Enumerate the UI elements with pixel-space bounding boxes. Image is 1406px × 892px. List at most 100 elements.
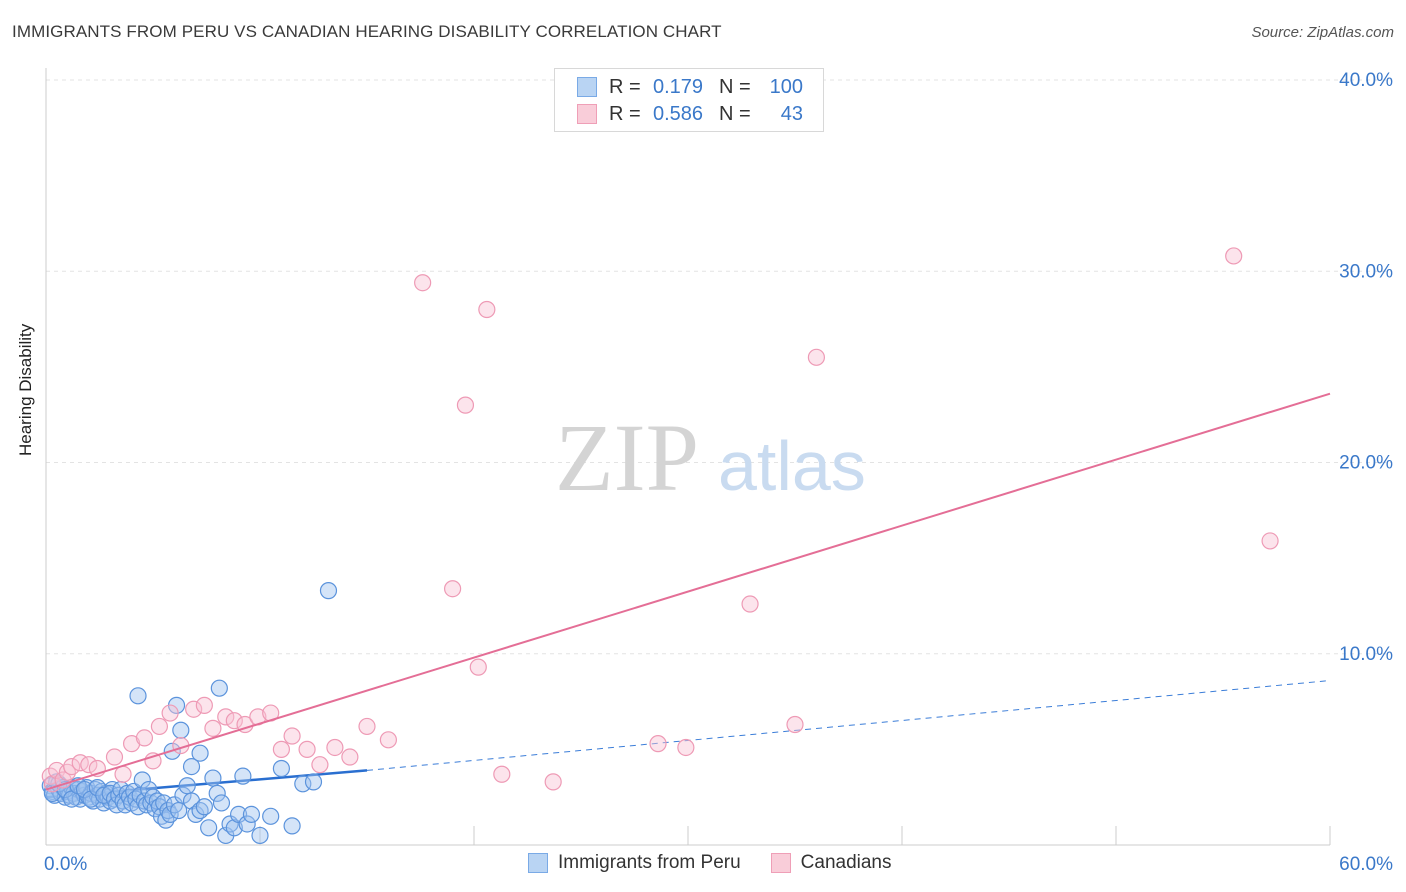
peru-point-85	[242, 805, 261, 824]
legend-n-label: N =	[719, 75, 751, 98]
tick-labels: 10.0% 20.0% 30.0% 40.0% 0.0% 60.0%	[44, 70, 1393, 875]
canadians-point-21	[225, 712, 243, 730]
legend-r-label: R =	[609, 102, 641, 125]
legend-row-canadians: R = 0.586 N = 43	[577, 102, 803, 126]
peru-point-84	[238, 815, 256, 833]
legend-n-label: N =	[719, 102, 751, 125]
peru-point-77	[208, 784, 226, 802]
peru-point-97	[191, 744, 209, 762]
canadians-point-45	[1225, 247, 1243, 265]
watermark: ZIP atlas	[555, 404, 866, 511]
source-label: Source: ZipAtlas.com	[1251, 24, 1394, 41]
peru-point-75	[200, 819, 218, 837]
canadians-point-44	[807, 348, 826, 366]
canadians-point-41	[677, 738, 695, 757]
x-tick-label-1: 60.0%	[1339, 854, 1393, 875]
legend-swatch-canadians	[577, 104, 597, 124]
peru-point-92	[129, 687, 147, 705]
peru-trend-dashed	[366, 680, 1331, 771]
canadians-point-35	[456, 396, 475, 414]
peru-point-98	[210, 679, 228, 697]
canadians-point-33	[414, 274, 432, 292]
canadians-point-29	[326, 738, 344, 757]
canadians-point-30	[341, 748, 359, 766]
peru-point-78	[212, 794, 231, 812]
correlation-legend: R = 0.179 N = 100 R = 0.586 N = 43	[554, 68, 824, 132]
grid-lines	[46, 79, 1392, 655]
peru-point-74	[195, 798, 213, 816]
legend-swatch-peru	[577, 77, 597, 97]
peru-point-76	[204, 769, 222, 787]
peru-point-38	[95, 786, 113, 804]
series-legend-canadians: Canadians	[770, 852, 892, 874]
canadians-point-38	[493, 765, 511, 783]
canadians-point-12	[135, 729, 154, 747]
series-label-canadians: Canadians	[800, 852, 892, 873]
peru-point-35	[75, 780, 94, 799]
peru-point-82	[230, 805, 248, 824]
canadians-point-7	[80, 756, 98, 774]
peru-point-81	[225, 819, 243, 837]
peru-point-99	[319, 582, 338, 600]
canadians-trend-line	[45, 392, 1331, 791]
peru-point-91	[304, 773, 323, 791]
canadians-points	[41, 247, 1279, 793]
axes	[45, 68, 1331, 846]
canadians-point-20	[217, 708, 235, 726]
series-legend-peru: Immigrants from Peru	[528, 852, 741, 874]
canadians-point-17	[185, 700, 203, 718]
watermark-atlas: atlas	[718, 427, 866, 505]
canadians-point-43	[786, 715, 804, 734]
peru-point-96	[182, 757, 201, 776]
peru-point-83	[234, 767, 252, 785]
legend-r-value: 0.586	[653, 102, 704, 125]
peru-point-70	[178, 777, 196, 795]
canadians-point-14	[150, 717, 169, 736]
canadians-point-5	[63, 757, 81, 776]
canadians-point-40	[649, 735, 667, 753]
series-legend: Immigrants from Peru Canadians	[528, 852, 922, 874]
chart-title: IMMIGRANTS FROM PERU VS CANADIAN HEARING…	[12, 22, 722, 41]
canadians-point-19	[204, 719, 222, 737]
series-swatch-peru	[528, 853, 548, 873]
canadians-point-25	[272, 740, 290, 758]
y-tick-label-1: 20.0%	[1339, 453, 1393, 474]
watermark-zip: ZIP	[555, 404, 699, 511]
peru-point-69	[174, 786, 192, 804]
canadians-point-31	[358, 717, 376, 736]
canadians-trend	[45, 392, 1331, 791]
legend-r-value: 0.179	[653, 75, 704, 98]
peru-point-53	[133, 771, 151, 789]
canadians-point-9	[105, 748, 124, 766]
peru-point-87	[262, 807, 280, 825]
canadians-point-36	[469, 658, 487, 676]
canadians-point-10	[114, 765, 132, 783]
y-tick-label-3: 40.0%	[1339, 70, 1393, 91]
canadians-point-32	[379, 731, 397, 749]
y-tick-label-0: 10.0%	[1339, 644, 1393, 665]
canadians-point-46	[1261, 532, 1279, 550]
canadians-point-39	[544, 773, 562, 791]
canadians-point-34	[444, 580, 462, 598]
canadians-point-27	[298, 740, 316, 758]
peru-point-95	[172, 721, 190, 739]
y-axis-label: Hearing Disability	[16, 323, 35, 456]
canadians-point-18	[195, 696, 213, 714]
legend-r-label: R =	[609, 75, 641, 98]
series-label-peru: Immigrants from Peru	[558, 852, 741, 873]
series-swatch-canadians	[770, 853, 791, 873]
canadians-point-26	[283, 727, 301, 745]
peru-point-89	[283, 817, 301, 835]
canadians-point-37	[478, 300, 496, 319]
peru-point-88	[272, 759, 290, 778]
legend-n-value: 100	[769, 75, 803, 98]
peru-points	[41, 582, 338, 845]
legend-row-peru: R = 0.179 N = 100	[577, 75, 803, 99]
peru-point-66	[161, 805, 179, 824]
legend-n-value: 43	[780, 102, 803, 125]
canadians-point-15	[161, 704, 179, 722]
canadians-point-28	[311, 756, 329, 774]
x-tick-label-0: 0.0%	[44, 854, 87, 875]
y-tick-label-2: 30.0%	[1339, 261, 1393, 282]
